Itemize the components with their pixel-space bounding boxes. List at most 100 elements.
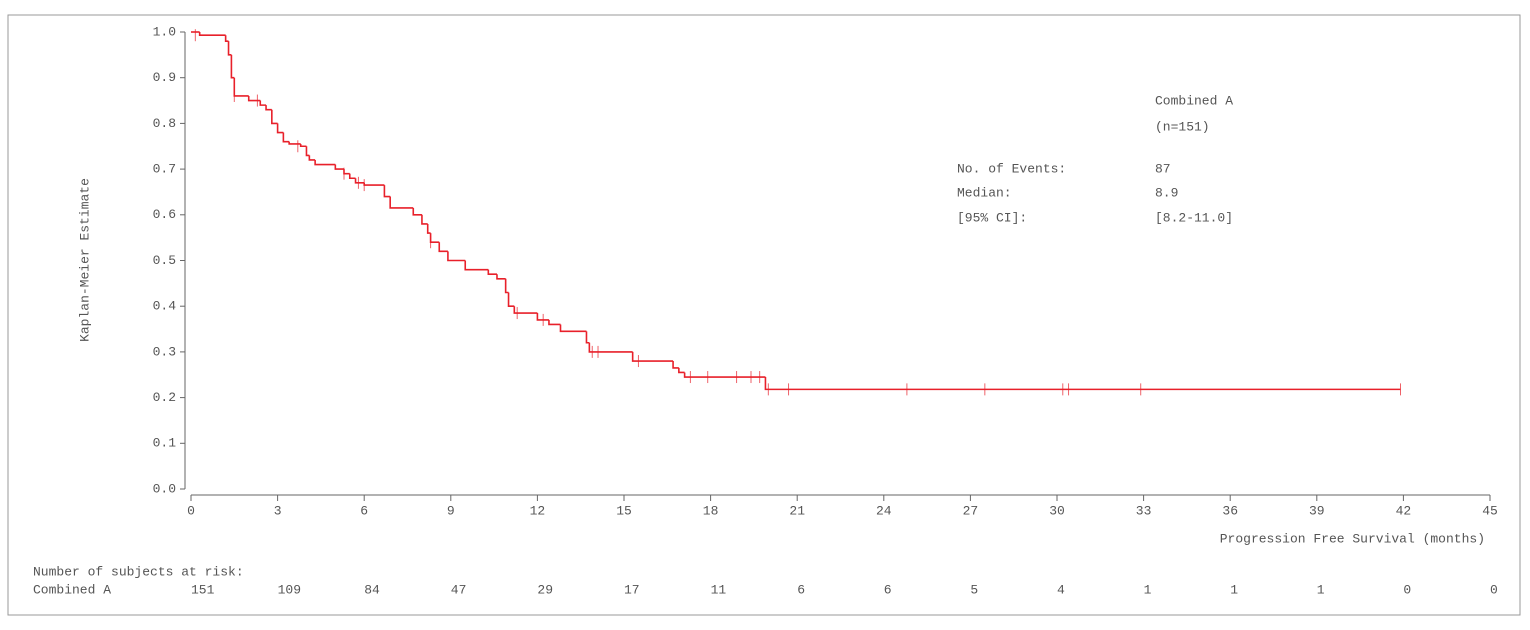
x-tick-label: 24	[876, 503, 892, 518]
x-tick-label: 9	[447, 503, 455, 518]
y-tick-label: 0.8	[153, 116, 176, 131]
risk-count: 1	[1144, 582, 1152, 597]
km-step	[585, 331, 590, 344]
km-step	[282, 132, 290, 143]
km-step	[271, 109, 278, 125]
y-tick-label: 0.5	[153, 253, 176, 268]
stats-label: [95% CI]:	[957, 210, 1027, 225]
x-tick-label: 45	[1482, 503, 1498, 518]
y-tick-label: 1.0	[153, 24, 176, 39]
y-tick-label: 0.6	[153, 207, 176, 222]
stats-value: 87	[1155, 161, 1171, 176]
risk-count: 17	[624, 582, 640, 597]
km-step	[227, 41, 232, 56]
km-step	[464, 260, 489, 271]
km-step	[247, 95, 261, 102]
km-step	[383, 185, 391, 198]
km-step	[305, 146, 310, 157]
km-step	[233, 77, 249, 97]
km-step	[334, 164, 344, 170]
y-tick-label: 0.3	[153, 344, 176, 359]
y-tick-label: 0.2	[153, 390, 176, 405]
stats-label: No. of Events:	[957, 161, 1066, 176]
risk-group: Combined A	[33, 582, 111, 597]
km-step	[198, 32, 226, 36]
risk-title: Number of subjects at risk:	[33, 564, 244, 579]
stats-label: Median:	[957, 185, 1012, 200]
km-step	[496, 274, 506, 280]
km-step	[631, 351, 674, 362]
km-step	[438, 242, 448, 253]
risk-count: 1	[1230, 582, 1238, 597]
km-step	[348, 173, 356, 180]
x-tick-label: 15	[616, 503, 632, 518]
x-tick-label: 42	[1396, 503, 1412, 518]
risk-count: 11	[711, 582, 727, 597]
km-step	[513, 306, 538, 314]
y-tick-label: 0.9	[153, 70, 176, 85]
risk-count: 0	[1490, 582, 1498, 597]
km-step	[299, 143, 307, 148]
km-step	[354, 178, 365, 184]
km-step	[764, 377, 1401, 391]
km-step	[504, 278, 509, 294]
km-step	[288, 141, 301, 145]
x-tick-label: 6	[360, 503, 368, 518]
risk-count: 47	[451, 582, 467, 597]
y-tick-label: 0.0	[153, 481, 176, 496]
km-step	[678, 367, 685, 374]
risk-count: 4	[1057, 582, 1065, 597]
km-step	[507, 292, 515, 308]
km-step	[343, 169, 350, 175]
x-tick-label: 30	[1049, 503, 1065, 518]
frame	[7, 14, 1521, 616]
x-tick-label: 18	[703, 503, 719, 518]
km-step	[363, 182, 385, 186]
km-step	[683, 372, 766, 378]
x-tick-label: 27	[963, 503, 979, 518]
stats-value: [8.2-11.0]	[1155, 210, 1233, 225]
km-step	[389, 196, 414, 209]
x-tick-label: 0	[187, 503, 195, 518]
stats-group: Combined A	[1155, 93, 1233, 108]
risk-count: 109	[278, 582, 301, 597]
km-step	[447, 251, 466, 262]
risk-count: 6	[797, 582, 805, 597]
y-axis-title: Kaplan-Meier Estimate	[77, 178, 92, 342]
y-tick-label: 0.7	[153, 162, 176, 177]
y-tick-label: 0.4	[153, 299, 177, 314]
x-axis-title: Progression Free Survival (months)	[1220, 531, 1485, 546]
risk-count: 151	[191, 582, 215, 597]
risk-count: 1	[1317, 582, 1325, 597]
stats-value: 8.9	[1155, 185, 1178, 200]
km-step	[426, 223, 431, 234]
x-tick-label: 3	[274, 503, 282, 518]
km-step	[259, 100, 267, 106]
km-step	[548, 319, 561, 326]
x-tick-label: 12	[530, 503, 546, 518]
km-step	[429, 233, 440, 244]
x-tick-label: 39	[1309, 503, 1325, 518]
km-step	[230, 54, 235, 79]
risk-count: 84	[364, 582, 380, 597]
km-step	[421, 214, 428, 225]
km-step	[224, 35, 229, 42]
risk-count: 0	[1403, 582, 1411, 597]
km-step	[487, 269, 497, 276]
km-step	[588, 342, 633, 353]
km-step	[265, 105, 272, 111]
y-tick-label: 0.1	[153, 436, 177, 451]
km-step	[308, 155, 316, 161]
km-step	[672, 361, 679, 369]
x-tick-label: 33	[1136, 503, 1152, 518]
x-tick-label: 21	[789, 503, 805, 518]
x-tick-label: 36	[1222, 503, 1238, 518]
stats-n: (n=151)	[1155, 119, 1210, 134]
km-step	[559, 324, 587, 333]
km-step	[276, 123, 284, 134]
km-step	[536, 313, 549, 321]
km-step	[412, 207, 422, 216]
risk-count: 5	[970, 582, 978, 597]
